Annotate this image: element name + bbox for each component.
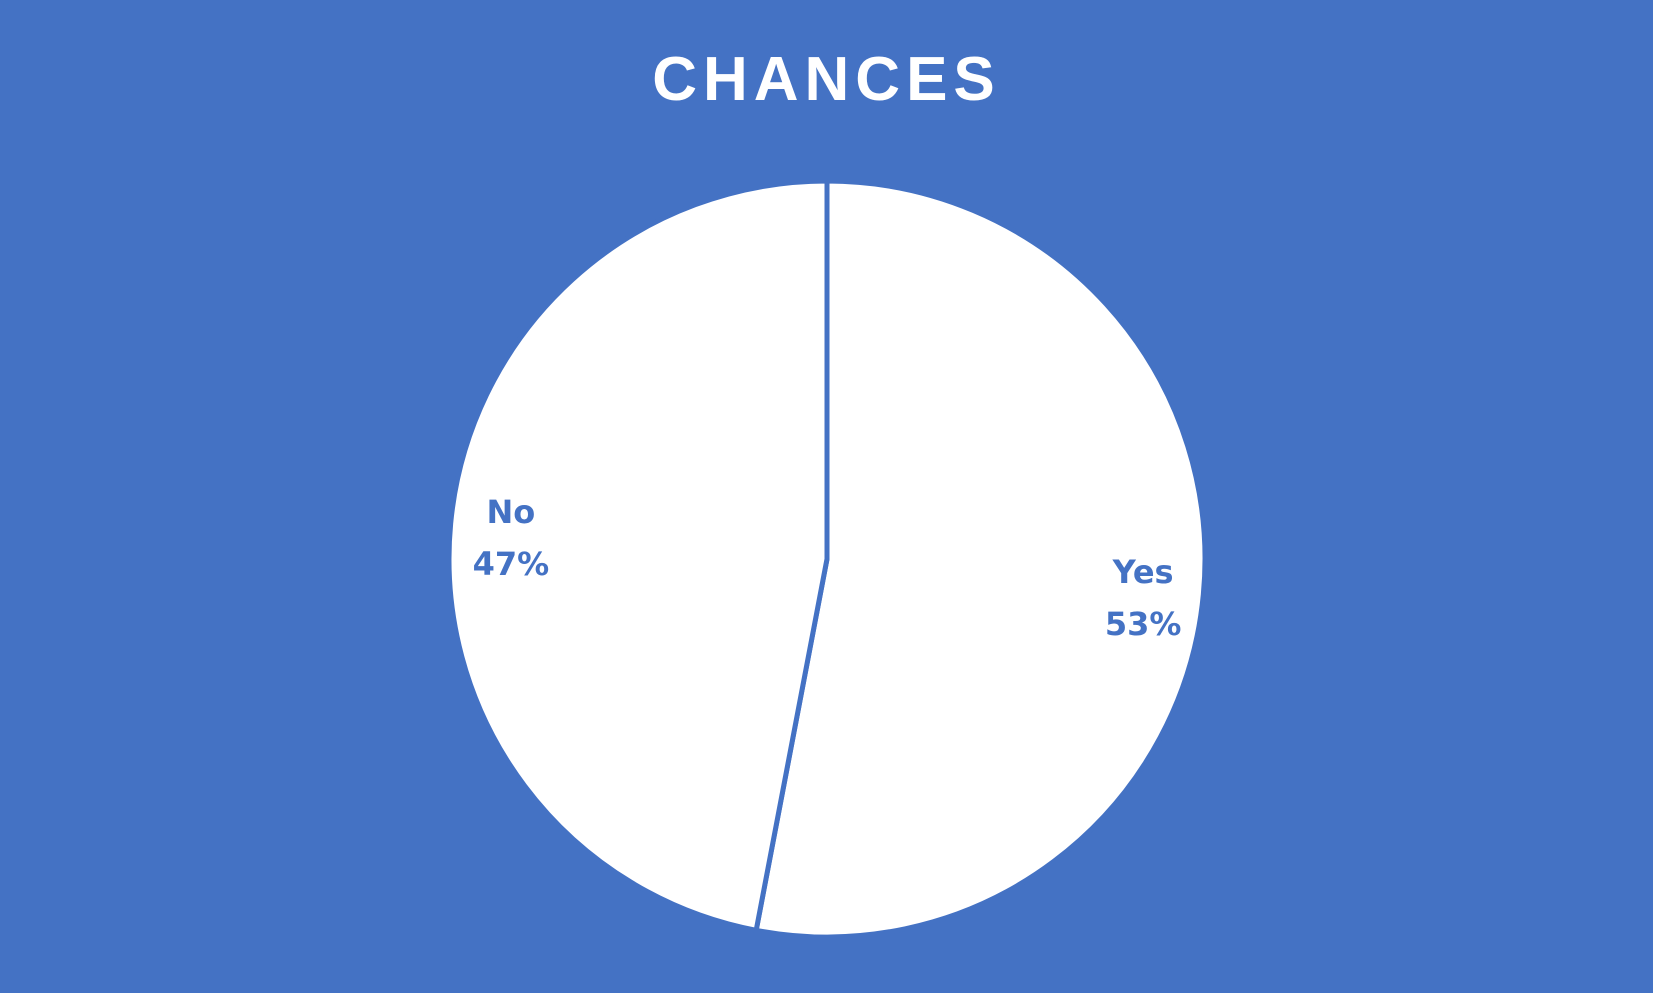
pie-slice-yes (753, 178, 1208, 940)
pie-slice-no (446, 178, 830, 934)
data-label-no-name: No (487, 493, 536, 531)
data-label-no-percent: 47% (473, 545, 550, 583)
data-label-yes-name: Yes (1112, 553, 1174, 591)
chart-title: CHANCES (652, 45, 1001, 114)
data-label-yes-percent: 53% (1105, 605, 1182, 643)
